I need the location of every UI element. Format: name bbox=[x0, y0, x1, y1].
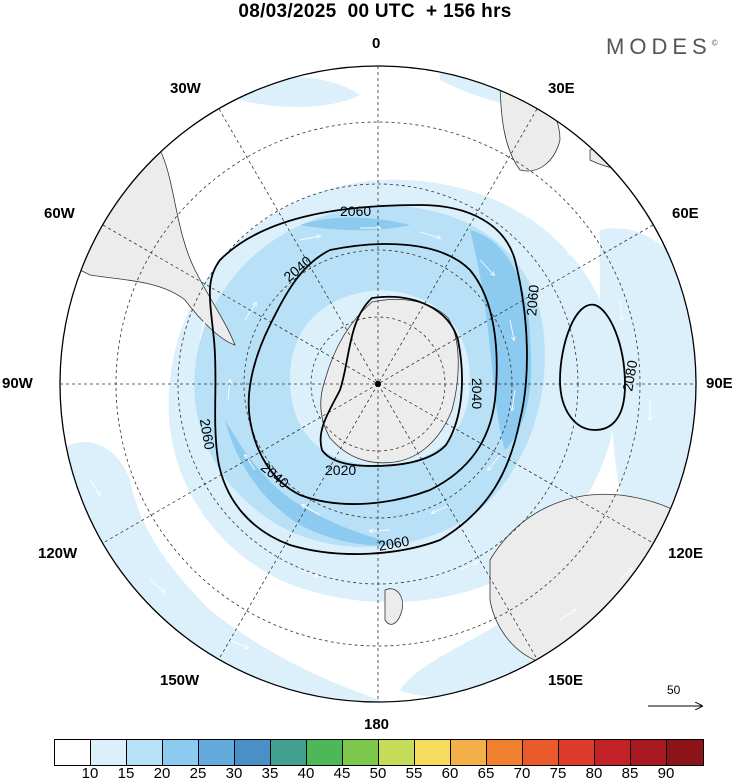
colorbar-tick-label: 10 bbox=[81, 765, 99, 782]
lon-label-120w: 120W bbox=[38, 545, 78, 562]
contour-2080 bbox=[559, 303, 626, 431]
colorbar-cell bbox=[307, 740, 343, 765]
contour-label-2060-south: 2060 bbox=[377, 533, 411, 554]
lon-label-150w: 150W bbox=[160, 672, 200, 689]
contour-2040 bbox=[247, 243, 498, 505]
contour-label-2040-east: 2040 bbox=[469, 378, 485, 409]
colorbar-tick-label: 15 bbox=[117, 765, 135, 782]
antarctica-land bbox=[320, 299, 459, 464]
colorbar-tick-label: 25 bbox=[189, 765, 207, 782]
south-pole-dot bbox=[375, 381, 381, 387]
contour-2060 bbox=[208, 204, 528, 555]
colorbar-tick-label: 45 bbox=[333, 765, 351, 782]
map-title: 08/03/2025 00 UTC + 156 hrs bbox=[238, 1, 512, 22]
colorbar-tick-label: 75 bbox=[549, 765, 567, 782]
colorbar-tick-label: 90 bbox=[657, 765, 675, 782]
colorbar-cell bbox=[415, 740, 451, 765]
colorbar bbox=[54, 739, 704, 766]
colorbar-tick-label: 65 bbox=[477, 765, 495, 782]
colorbar-tick-label: 20 bbox=[153, 765, 171, 782]
lon-label-0: 0 bbox=[372, 35, 381, 52]
colorbar-tick-label: 85 bbox=[621, 765, 639, 782]
contour-label-2020: 2020 bbox=[325, 462, 356, 478]
colorbar-cell bbox=[487, 740, 523, 765]
colorbar-cell bbox=[523, 740, 559, 765]
colorbar-cell bbox=[379, 740, 415, 765]
height-contours bbox=[208, 204, 626, 555]
contour-2020 bbox=[319, 296, 463, 467]
colorbar-cell bbox=[559, 740, 595, 765]
lon-label-30e: 30E bbox=[548, 80, 575, 97]
colorbar-tick-label: 40 bbox=[297, 765, 315, 782]
colorbar-cell bbox=[451, 740, 487, 765]
colorbar-tick-label: 60 bbox=[441, 765, 459, 782]
colorbar-cell bbox=[199, 740, 235, 765]
colorbar-cell bbox=[235, 740, 271, 765]
lon-label-120e: 120E bbox=[668, 545, 704, 562]
map-boundary bbox=[59, 65, 697, 703]
reference-vector-label: 50 bbox=[667, 683, 681, 697]
colorbar-cell bbox=[343, 740, 379, 765]
brand-mark: © bbox=[711, 38, 718, 48]
colorbar-cell bbox=[127, 740, 163, 765]
contour-label-group: 2020 2040 2040 2040 2060 2060 2060 2060 … bbox=[197, 203, 641, 554]
colorbar-tick-label: 70 bbox=[513, 765, 531, 782]
colorbar-cell bbox=[271, 740, 307, 765]
colorbar-cell bbox=[55, 740, 91, 765]
wind-arrows bbox=[89, 228, 650, 648]
colorbar-cell bbox=[595, 740, 631, 765]
contour-label-2060-east: 2060 bbox=[523, 284, 542, 317]
lon-label-60e: 60E bbox=[672, 205, 699, 222]
colorbar-tick-label: 55 bbox=[405, 765, 423, 782]
colorbar-cell bbox=[667, 740, 703, 765]
lon-label-30w: 30W bbox=[170, 80, 201, 97]
brand-name: MODES bbox=[606, 34, 712, 59]
colorbar-cell bbox=[163, 740, 199, 765]
lon-label-60w: 60W bbox=[44, 205, 75, 222]
lon-label-90w: 90W bbox=[2, 375, 33, 392]
colorbar-cell bbox=[631, 740, 667, 765]
contour-label-2080: 2080 bbox=[619, 359, 640, 393]
lon-label-180: 180 bbox=[364, 716, 390, 733]
colorbar-tick-label: 50 bbox=[369, 765, 387, 782]
wind-shade-20-25 bbox=[225, 217, 532, 546]
contour-label-2060-north: 2060 bbox=[340, 203, 371, 219]
new-zealand-land bbox=[384, 588, 403, 625]
contour-label-2060-west: 2060 bbox=[197, 417, 218, 451]
south-america-land bbox=[60, 149, 236, 346]
lon-label-150e: 150E bbox=[548, 672, 584, 689]
africa-land-east bbox=[589, 145, 661, 171]
colorbar-tick-label: 35 bbox=[261, 765, 279, 782]
brand-logo: MODES© bbox=[606, 34, 718, 60]
colorbar-tick-label: 80 bbox=[585, 765, 603, 782]
colorbar-tick-label: 30 bbox=[225, 765, 243, 782]
colorbar-cell bbox=[91, 740, 127, 765]
lon-label-90e: 90E bbox=[706, 375, 733, 392]
